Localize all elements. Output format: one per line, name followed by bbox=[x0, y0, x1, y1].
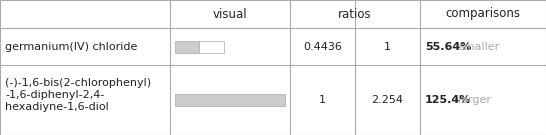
Bar bbox=[175, 94, 285, 106]
Text: comparisons: comparisons bbox=[446, 8, 520, 21]
Bar bbox=[199, 40, 224, 53]
Text: 1: 1 bbox=[319, 95, 326, 105]
Text: 1: 1 bbox=[384, 41, 391, 51]
Text: 55.64%: 55.64% bbox=[425, 41, 471, 51]
Text: (-)-1,6-bis(2-chlorophenyl)
-1,6-diphenyl-2,4-
hexadiyne-1,6-diol: (-)-1,6-bis(2-chlorophenyl) -1,6-dipheny… bbox=[5, 78, 151, 112]
Text: germanium(IV) chloride: germanium(IV) chloride bbox=[5, 41, 138, 51]
Text: visual: visual bbox=[213, 8, 247, 21]
Text: smaller: smaller bbox=[458, 41, 499, 51]
Text: 0.4436: 0.4436 bbox=[303, 41, 342, 51]
Bar bbox=[175, 40, 199, 53]
Text: larger: larger bbox=[458, 95, 491, 105]
Text: 125.4%: 125.4% bbox=[425, 95, 471, 105]
Text: ratios: ratios bbox=[338, 8, 372, 21]
Text: 2.254: 2.254 bbox=[371, 95, 403, 105]
